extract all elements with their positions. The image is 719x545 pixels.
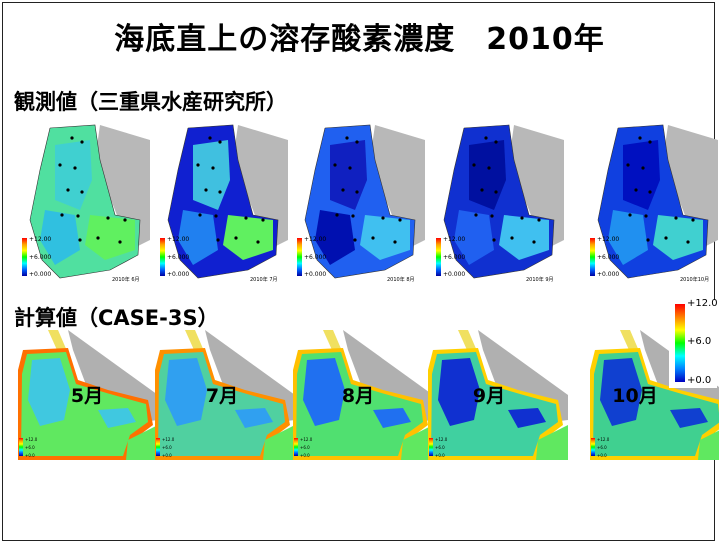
- observed-colorbar-min-label: +0.000: [29, 271, 52, 278]
- calculated-mini-colorbar-min-label: +0.0: [162, 453, 172, 458]
- observed-colorbar-mid-label: +6.000: [304, 254, 327, 261]
- calculated-mini-colorbar-min-label: +0.0: [435, 453, 445, 458]
- calc-colorbar-legend: +12.0 +6.0 +0.0: [669, 298, 718, 388]
- observed-colorbar-max-label: +12.00: [167, 236, 190, 243]
- calculated-mini-colorbar-2: [156, 438, 160, 456]
- calculated-map-4: [428, 330, 568, 460]
- observed-map-5: [588, 120, 718, 285]
- calculated-mini-colorbar-max-label: +12.0: [162, 437, 175, 442]
- calculated-mini-colorbar-5: [591, 438, 595, 456]
- observed-colorbar-max-label: +12.00: [304, 236, 327, 243]
- calculated-mini-colorbar-mid-label: +6.0: [597, 445, 607, 450]
- observed-date-label: 2010年 9月: [526, 277, 554, 283]
- month-label-5: 10月: [612, 385, 658, 407]
- calculated-map-5: [590, 330, 719, 460]
- calculated-mini-colorbar-mid-label: +6.0: [25, 445, 35, 450]
- observed-map-4: [434, 120, 564, 285]
- observed-colorbar-4: [436, 238, 441, 276]
- calculated-map-3: [293, 330, 433, 460]
- calculated-mini-colorbar-mid-label: +6.0: [162, 445, 172, 450]
- calculated-mini-colorbar-max-label: +12.0: [435, 437, 448, 442]
- observed-colorbar-3: [297, 238, 302, 276]
- page-title: 海底直上の溶存酸素濃度 2010年: [114, 22, 605, 57]
- observed-colorbar-min-label: +0.000: [443, 271, 466, 278]
- observed-map-3: [295, 120, 425, 285]
- legend-mid-label: +6.0: [687, 336, 712, 347]
- calculated-mini-colorbar-min-label: +0.0: [25, 453, 35, 458]
- observed-colorbar-mid-label: +6.000: [443, 254, 466, 261]
- calculated-map-1: [18, 330, 158, 460]
- observed-colorbar-min-label: +0.000: [304, 271, 327, 278]
- observed-colorbar-mid-label: +6.000: [29, 254, 52, 261]
- observed-date-label: 2010年 6月: [112, 277, 140, 283]
- calculated-mini-colorbar-max-label: +12.0: [300, 437, 313, 442]
- observed-colorbar-max-label: +12.00: [597, 236, 620, 243]
- legend-min-label: +0.0: [687, 375, 712, 386]
- calculated-mini-colorbar-mid-label: +6.0: [435, 445, 445, 450]
- observed-colorbar-min-label: +0.000: [597, 271, 620, 278]
- month-label-4: 9月: [472, 385, 506, 407]
- observed-map-2: [158, 120, 288, 285]
- observed-colorbar-5: [590, 238, 595, 276]
- observed-colorbar-max-label: +12.00: [443, 236, 466, 243]
- observed-date-label: 2010年 7月: [250, 277, 278, 283]
- calculated-mini-colorbar-mid-label: +6.0: [300, 445, 310, 450]
- month-label-1: 5月: [70, 385, 104, 407]
- observed-colorbar-2: [160, 238, 165, 276]
- observed-date-label: 2010年 8月: [387, 277, 415, 283]
- observed-date-label: 2010年10月: [680, 277, 710, 283]
- calculated-mini-colorbar-3: [294, 438, 298, 456]
- observed-map-1: [20, 120, 150, 285]
- calculated-mini-colorbar-min-label: +0.0: [597, 453, 607, 458]
- observed-colorbar-mid-label: +6.000: [167, 254, 190, 261]
- observed-heading: 観測値（三重県水産研究所）: [14, 90, 287, 114]
- calculated-mini-colorbar-4: [429, 438, 433, 456]
- calculated-mini-colorbar-max-label: +12.0: [25, 437, 38, 442]
- month-label-3: 8月: [341, 385, 375, 407]
- observed-colorbar-min-label: +0.000: [167, 271, 190, 278]
- calculated-mini-colorbar-1: [19, 438, 23, 456]
- calculated-mini-colorbar-min-label: +0.0: [300, 453, 310, 458]
- calculated-mini-colorbar-max-label: +12.0: [597, 437, 610, 442]
- month-label-2: 7月: [205, 385, 239, 407]
- colorbar-gradient: [675, 304, 685, 382]
- observed-colorbar-max-label: +12.00: [29, 236, 52, 243]
- legend-max-label: +12.0: [687, 298, 718, 309]
- calculated-heading: 計算値（CASE-3S）: [14, 306, 219, 330]
- calculated-map-2: [155, 330, 295, 460]
- observed-colorbar-mid-label: +6.000: [597, 254, 620, 261]
- observed-colorbar-1: [22, 238, 27, 276]
